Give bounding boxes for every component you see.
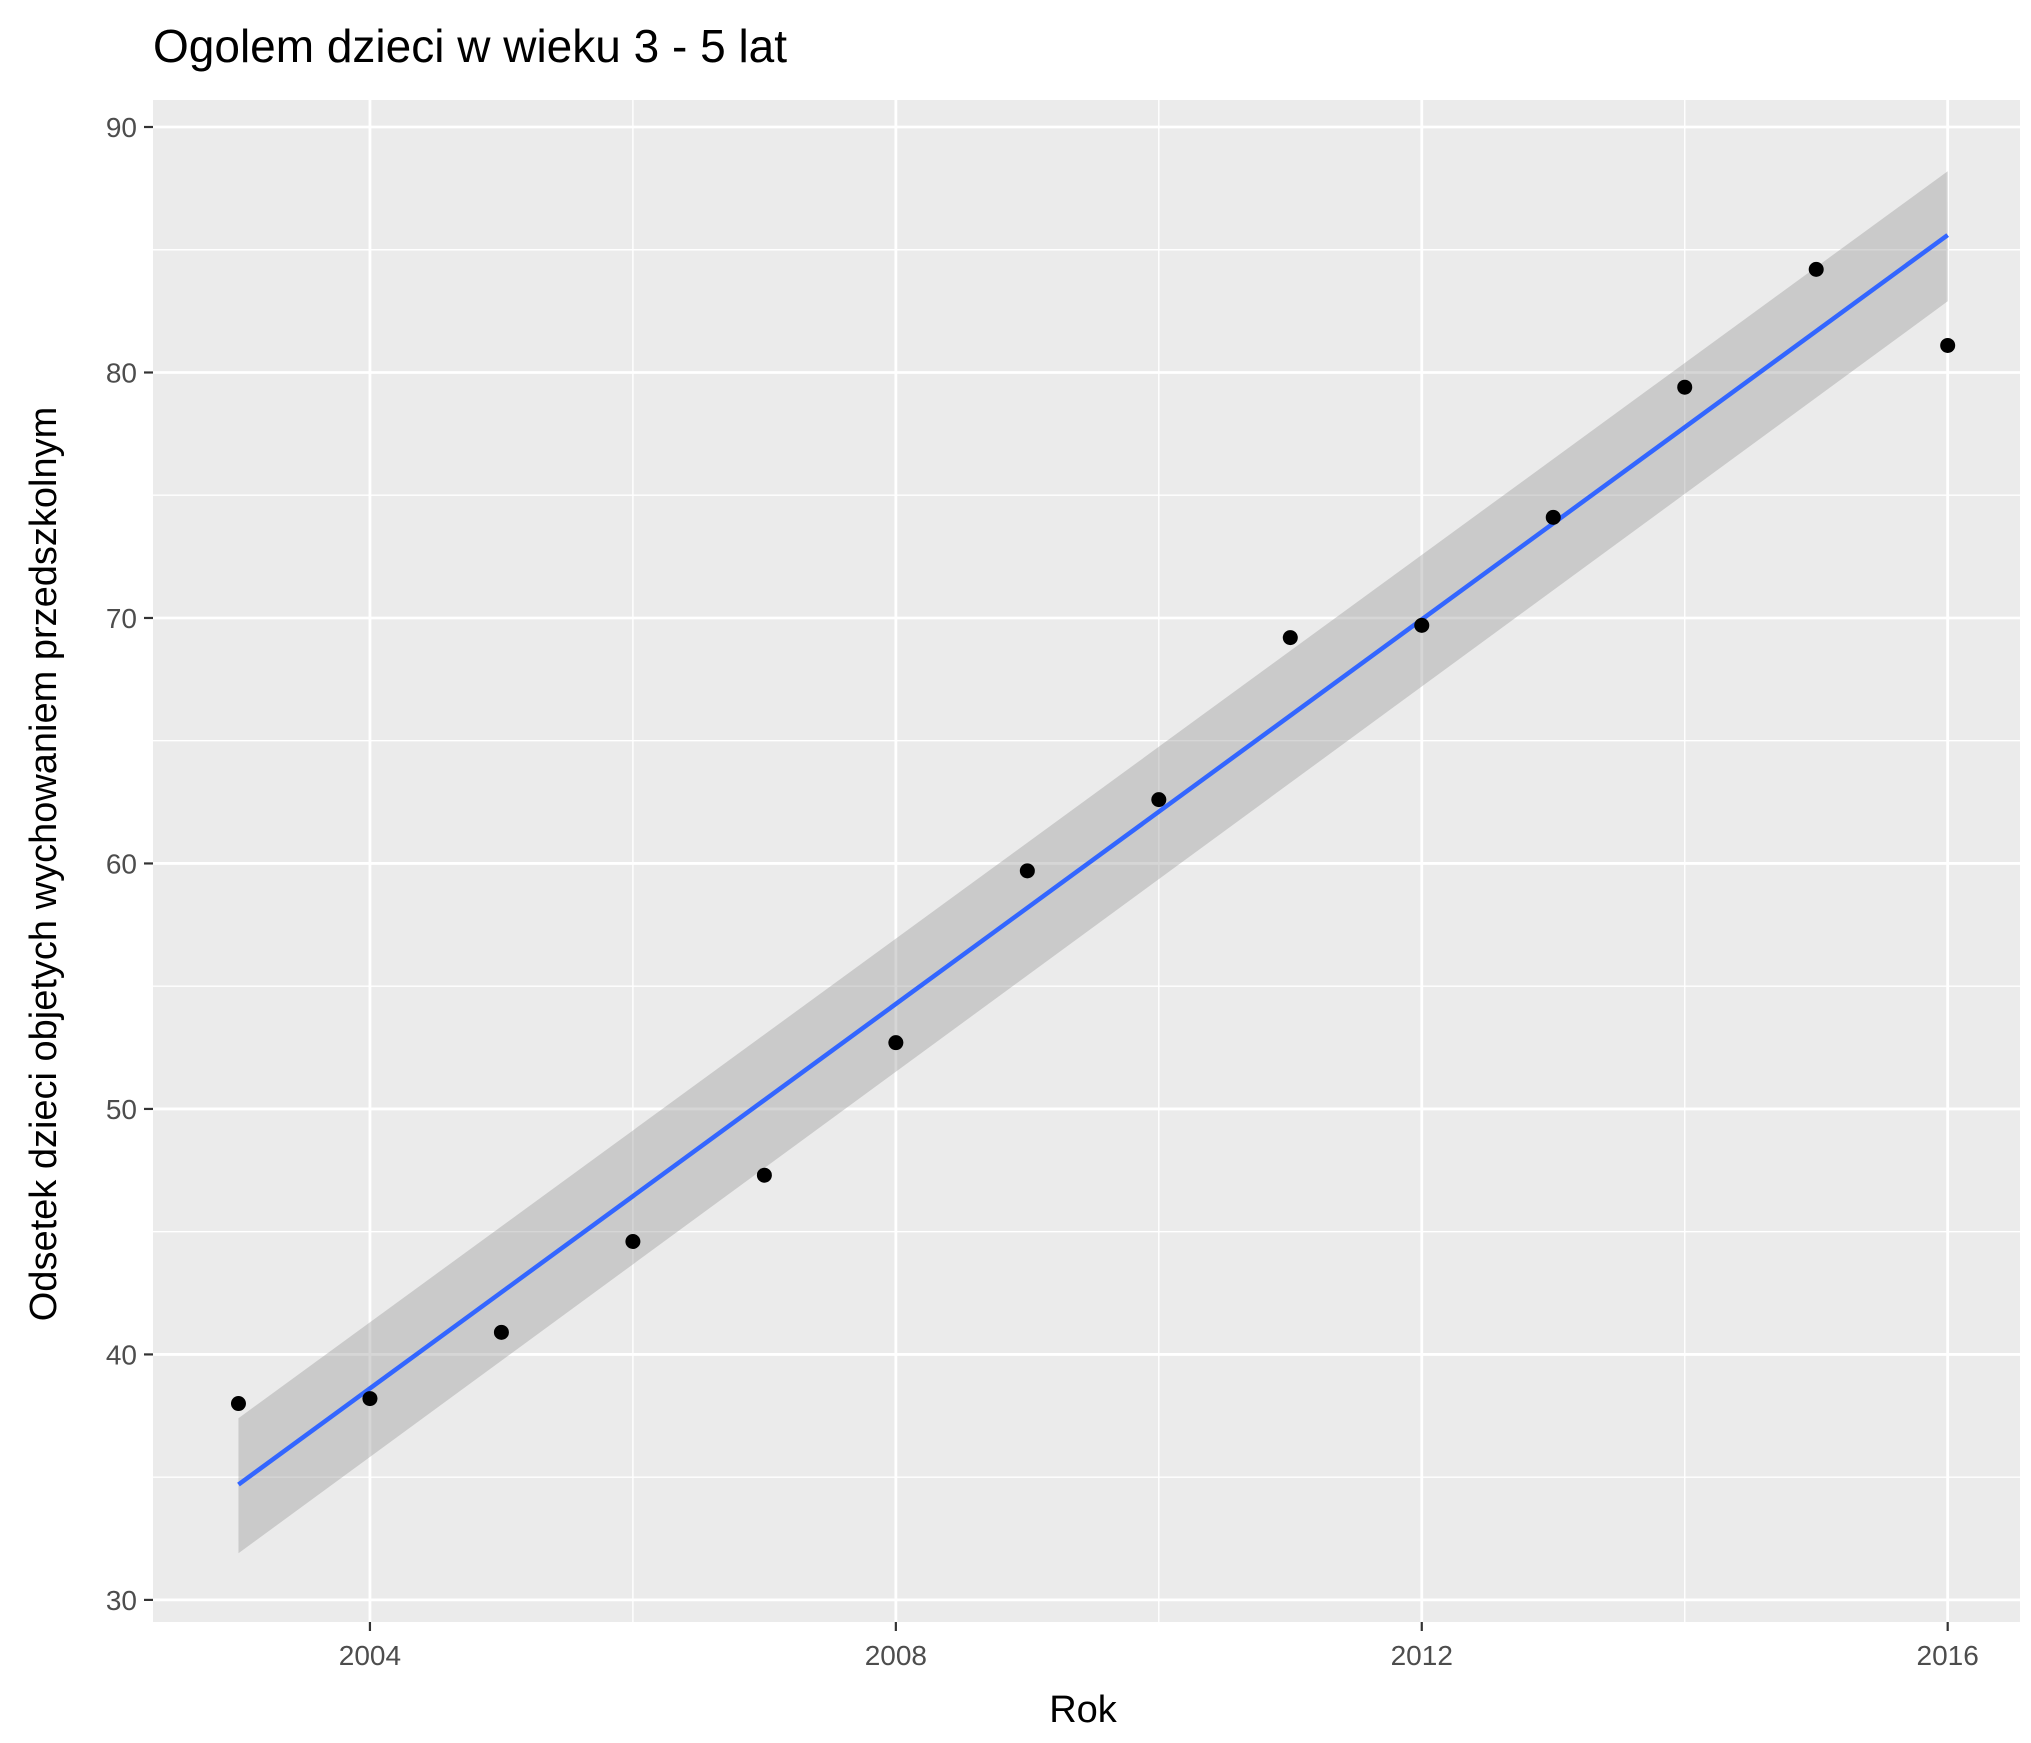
y-tick-label: 40 (106, 1339, 137, 1370)
plot-panel (153, 100, 2020, 1622)
trend-line-layer (237, 233, 1950, 1487)
data-point (1019, 863, 1035, 879)
major-gridlines (153, 100, 2020, 1622)
y-tick-label: 70 (106, 603, 137, 634)
data-point (1808, 261, 1824, 277)
x-axis-title: Rok (1049, 1689, 1118, 1731)
minor-gridlines (153, 100, 2020, 1622)
data-point (1151, 792, 1167, 808)
y-axis-title: Odsetek dzieci objetych wychowaniem prze… (23, 407, 65, 1322)
data-point (1282, 630, 1298, 646)
data-point (1940, 337, 1956, 353)
data-point (1545, 509, 1561, 525)
y-tick-label: 60 (106, 848, 137, 879)
y-tick-label: 50 (106, 1094, 137, 1125)
y-tick-label: 30 (106, 1585, 137, 1616)
data-point (1677, 379, 1693, 395)
data-point (493, 1324, 509, 1340)
data-point (625, 1234, 641, 1249)
data-point (756, 1167, 772, 1183)
data-points (230, 261, 1956, 1412)
trend-line (237, 233, 1950, 1487)
data-point (888, 1035, 904, 1051)
x-tick-label: 2016 (1917, 1640, 1979, 1671)
x-tick-label: 2004 (339, 1640, 401, 1671)
data-point (362, 1391, 378, 1407)
y-tick-label: 80 (106, 357, 137, 388)
data-point (1414, 617, 1430, 633)
y-tick-label: 90 (106, 112, 137, 143)
x-tick-label: 2008 (865, 1640, 927, 1671)
axes: 30 40 50 60 70 80 90 2004 2008 2012 2016 (106, 112, 1979, 1671)
data-point (230, 1396, 246, 1412)
x-tick-label: 2012 (1391, 1640, 1453, 1671)
chart-title: Ogolem dzieci w wieku 3 - 5 lat (153, 20, 787, 72)
